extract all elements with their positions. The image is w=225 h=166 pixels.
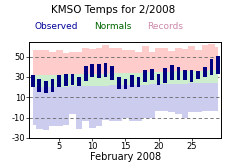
Bar xyxy=(31,75,34,87)
Bar xyxy=(103,63,107,77)
Text: Normals: Normals xyxy=(94,22,131,31)
Text: Records: Records xyxy=(146,22,182,31)
Bar xyxy=(130,75,133,87)
Text: Observed: Observed xyxy=(35,22,78,31)
Bar xyxy=(123,79,127,89)
Bar xyxy=(163,68,166,83)
Text: KMSO Temps for 2/2008: KMSO Temps for 2/2008 xyxy=(51,5,174,15)
Bar xyxy=(149,69,153,80)
Bar xyxy=(215,56,219,74)
Bar xyxy=(143,70,146,82)
Bar xyxy=(44,81,47,93)
Bar xyxy=(169,65,173,80)
Bar xyxy=(90,64,94,77)
Bar xyxy=(156,74,160,85)
Bar xyxy=(176,67,180,80)
Bar xyxy=(202,67,206,77)
Bar xyxy=(209,59,212,75)
Bar xyxy=(110,66,113,80)
Bar xyxy=(64,74,67,86)
Bar xyxy=(182,70,186,80)
Bar xyxy=(117,77,120,89)
Bar xyxy=(136,77,140,87)
Bar xyxy=(97,64,100,78)
X-axis label: February 2008: February 2008 xyxy=(90,152,160,162)
Bar xyxy=(37,79,41,92)
Bar xyxy=(83,66,87,81)
Bar xyxy=(51,79,54,92)
Bar xyxy=(57,75,61,87)
Bar xyxy=(70,74,74,85)
Bar xyxy=(189,70,193,82)
Bar xyxy=(77,77,81,86)
Bar xyxy=(196,71,199,79)
